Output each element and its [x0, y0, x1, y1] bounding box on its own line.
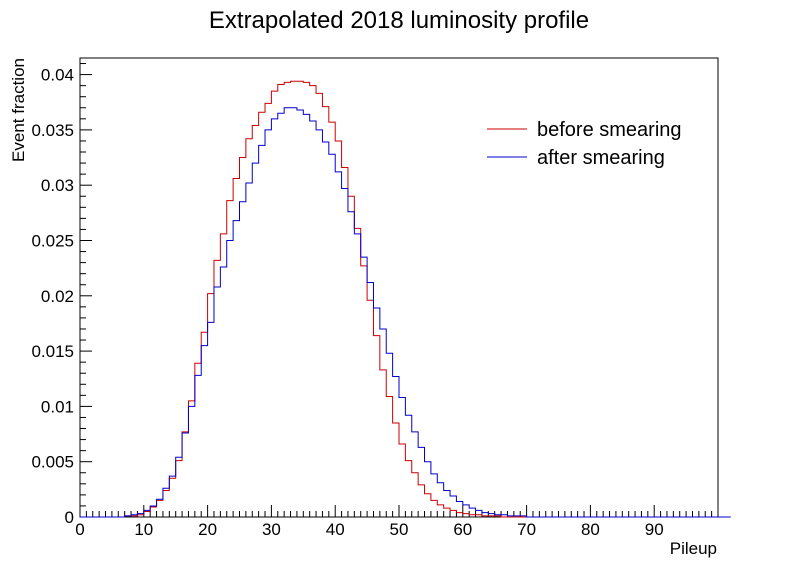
- y-tick-label: 0.04: [41, 66, 74, 85]
- y-tick-label: 0.01: [41, 397, 74, 416]
- series-line-after-smearing: [80, 107, 731, 518]
- y-tick-label: 0: [65, 508, 74, 527]
- y-axis-ticks: 0 0.005 0.01 0.015 0.02 0.025 0.03 0.035 0.04: [31, 63, 92, 527]
- y-tick-label: 0.005: [31, 453, 74, 472]
- y-axis-label: Event fraction: [9, 58, 28, 162]
- y-tick-label: 0.035: [31, 121, 74, 140]
- x-tick-label: 30: [262, 520, 281, 539]
- x-tick-label: 40: [326, 520, 345, 539]
- x-tick-label: 20: [198, 520, 217, 539]
- y-tick-label: 0.015: [31, 342, 74, 361]
- y-tick-label: 0.025: [31, 231, 74, 250]
- x-tick-label: 50: [390, 520, 409, 539]
- x-tick-label: 80: [581, 520, 600, 539]
- x-axis-label: Pileup: [670, 539, 717, 558]
- legend: before smearing after smearing: [487, 119, 682, 169]
- x-tick-label: 60: [453, 520, 472, 539]
- series-layer: [80, 80, 731, 518]
- x-tick-label: 0: [75, 520, 84, 539]
- legend-label-before-smearing: before smearing: [537, 119, 682, 141]
- y-tick-label: 0.02: [41, 287, 74, 306]
- legend-label-after-smearing: after smearing: [537, 147, 665, 169]
- chart-title: Extrapolated 2018 luminosity profile: [209, 7, 589, 34]
- x-tick-label: 70: [517, 520, 536, 539]
- y-tick-label: 0.03: [41, 176, 74, 195]
- x-tick-label: 90: [645, 520, 664, 539]
- x-axis-ticks: 0 10 20 30 40 50 60 70 80 90: [75, 505, 713, 539]
- x-tick-label: 10: [134, 520, 153, 539]
